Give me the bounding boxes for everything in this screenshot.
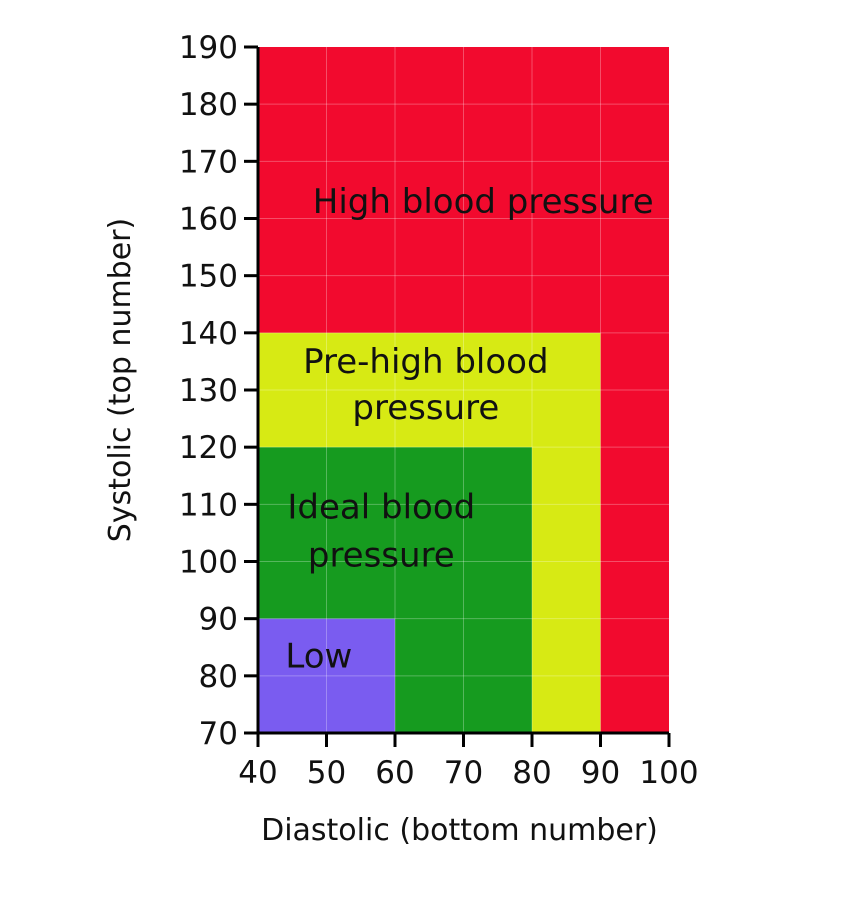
zone-label-pre-high-blood-pressure-line-2: pressure xyxy=(352,388,499,428)
zones-layer xyxy=(258,47,669,733)
y-tick-label-130: 130 xyxy=(179,373,238,409)
x-tick-label-90: 90 xyxy=(581,755,620,791)
zone-label-pre-high-blood-pressure-line-1: Pre-high blood xyxy=(303,342,548,382)
zone-label-ideal-blood-pressure-line-2: pressure xyxy=(308,536,455,576)
y-tick-label-150: 150 xyxy=(179,259,238,295)
x-tick-label-70: 70 xyxy=(444,755,483,791)
grid-layer xyxy=(258,47,669,733)
x-tick-label-60: 60 xyxy=(375,755,414,791)
x-tick-label-50: 50 xyxy=(307,755,346,791)
y-tick-label-170: 170 xyxy=(179,144,238,180)
zone-label-low-line-1: Low xyxy=(285,636,352,676)
y-tick-label-100: 100 xyxy=(179,545,238,581)
x-axis-title: Diastolic (bottom number) xyxy=(261,813,658,848)
zone-labels-layer: High blood pressure Pre-high blood pressur… xyxy=(285,182,653,676)
zone-low xyxy=(258,618,395,733)
y-tick-label-190: 190 xyxy=(179,30,238,66)
y-tick-label-180: 180 xyxy=(179,87,238,123)
x-tick-label-40: 40 xyxy=(238,755,277,791)
zone-label-high-blood-pressure-line-1: High blood pressure xyxy=(313,182,654,222)
y-tick-label-120: 120 xyxy=(179,430,238,466)
zone-label-ideal-blood-pressure-line-1: Ideal blood xyxy=(287,488,475,528)
y-tick-label-70: 70 xyxy=(199,716,238,752)
y-tick-label-160: 160 xyxy=(179,202,238,238)
axes-layer: 70 80 90 100 110 120 130 140 150 160 170 180 190 40 50… xyxy=(179,30,699,791)
x-tick-label-80: 80 xyxy=(512,755,551,791)
x-tick-label-100: 100 xyxy=(639,755,698,791)
y-tick-label-140: 140 xyxy=(179,316,238,352)
y-tick-label-110: 110 xyxy=(179,487,238,523)
y-tick-label-80: 80 xyxy=(199,659,238,695)
y-axis-title: Systolic (top number) xyxy=(103,218,138,542)
y-tick-label-90: 90 xyxy=(199,602,238,638)
